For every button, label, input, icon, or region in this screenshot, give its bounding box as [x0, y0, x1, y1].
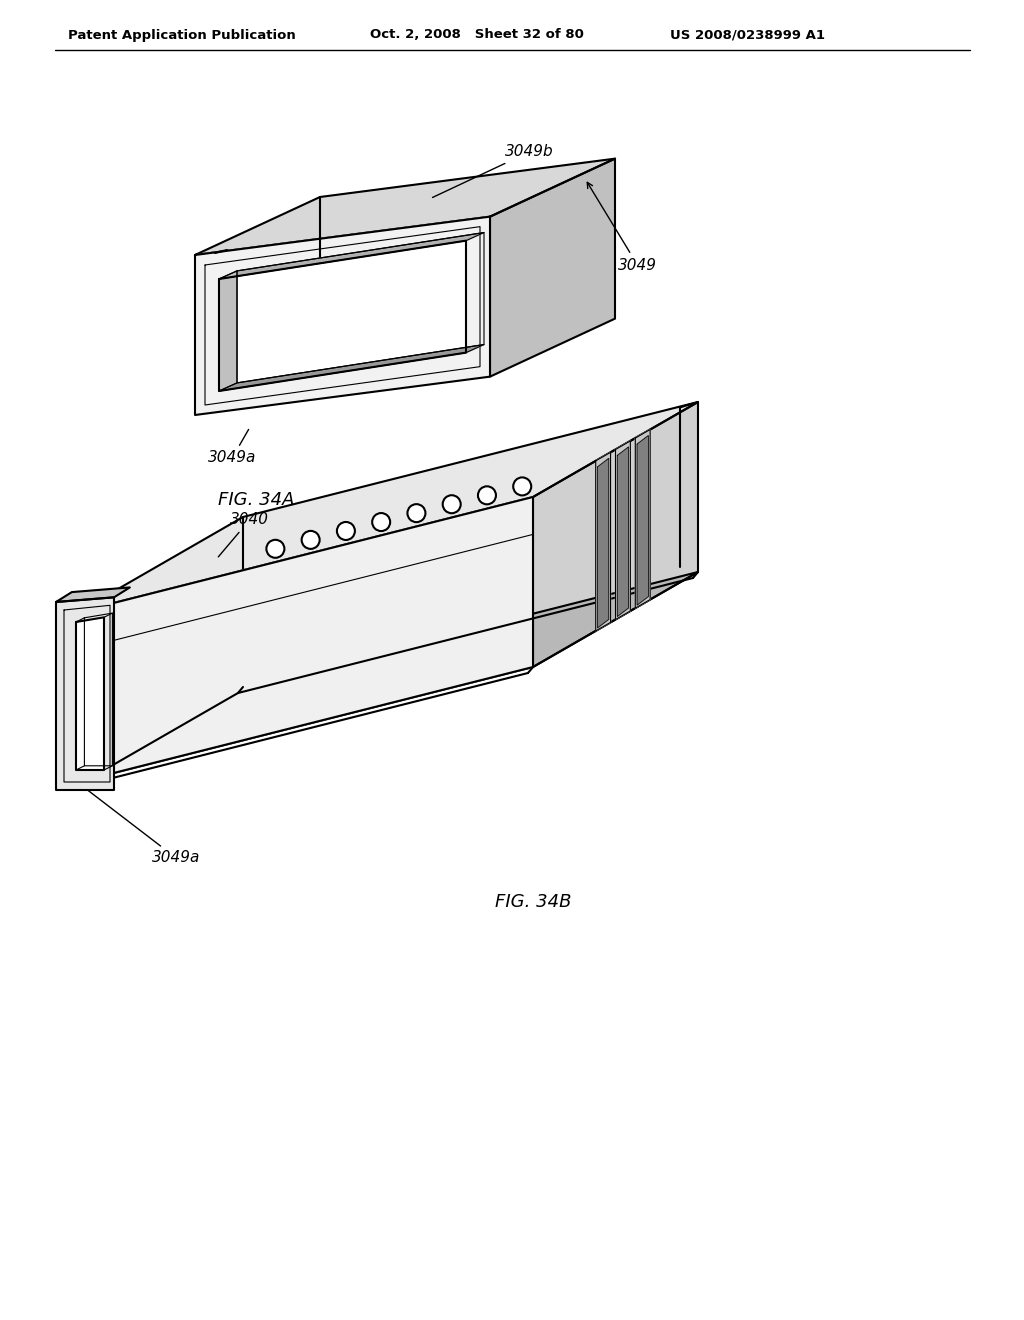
Text: 3049a: 3049a: [83, 787, 201, 866]
Polygon shape: [534, 403, 698, 667]
Polygon shape: [195, 158, 615, 255]
Polygon shape: [637, 436, 648, 605]
Polygon shape: [219, 240, 466, 391]
Polygon shape: [490, 158, 615, 376]
Text: 3049b: 3049b: [432, 144, 554, 198]
Circle shape: [337, 521, 355, 540]
Polygon shape: [195, 216, 490, 414]
Text: US 2008/0238999 A1: US 2008/0238999 A1: [670, 29, 825, 41]
Polygon shape: [596, 453, 610, 631]
Text: 3040: 3040: [218, 512, 269, 557]
Polygon shape: [615, 441, 631, 619]
Circle shape: [408, 504, 425, 523]
Text: FIG. 34B: FIG. 34B: [495, 894, 571, 911]
Text: FIG. 34A: FIG. 34A: [218, 491, 295, 510]
Circle shape: [302, 531, 319, 549]
Text: Patent Application Publication: Patent Application Publication: [68, 29, 296, 41]
Polygon shape: [78, 572, 698, 781]
Polygon shape: [219, 271, 237, 391]
Polygon shape: [56, 587, 130, 602]
Circle shape: [442, 495, 461, 513]
Text: 3049a: 3049a: [208, 429, 256, 466]
Circle shape: [266, 540, 285, 558]
Polygon shape: [56, 598, 114, 789]
Text: 3049: 3049: [74, 598, 189, 660]
Polygon shape: [597, 458, 608, 628]
Polygon shape: [617, 447, 629, 616]
Circle shape: [372, 513, 390, 531]
Polygon shape: [78, 403, 698, 612]
Polygon shape: [635, 429, 650, 609]
Polygon shape: [76, 618, 104, 770]
Text: 3049: 3049: [587, 182, 657, 272]
Text: Oct. 2, 2008   Sheet 32 of 80: Oct. 2, 2008 Sheet 32 of 80: [370, 29, 584, 41]
Circle shape: [513, 478, 531, 495]
Circle shape: [478, 486, 496, 504]
Polygon shape: [219, 232, 484, 279]
Polygon shape: [78, 498, 534, 781]
Polygon shape: [219, 345, 484, 391]
